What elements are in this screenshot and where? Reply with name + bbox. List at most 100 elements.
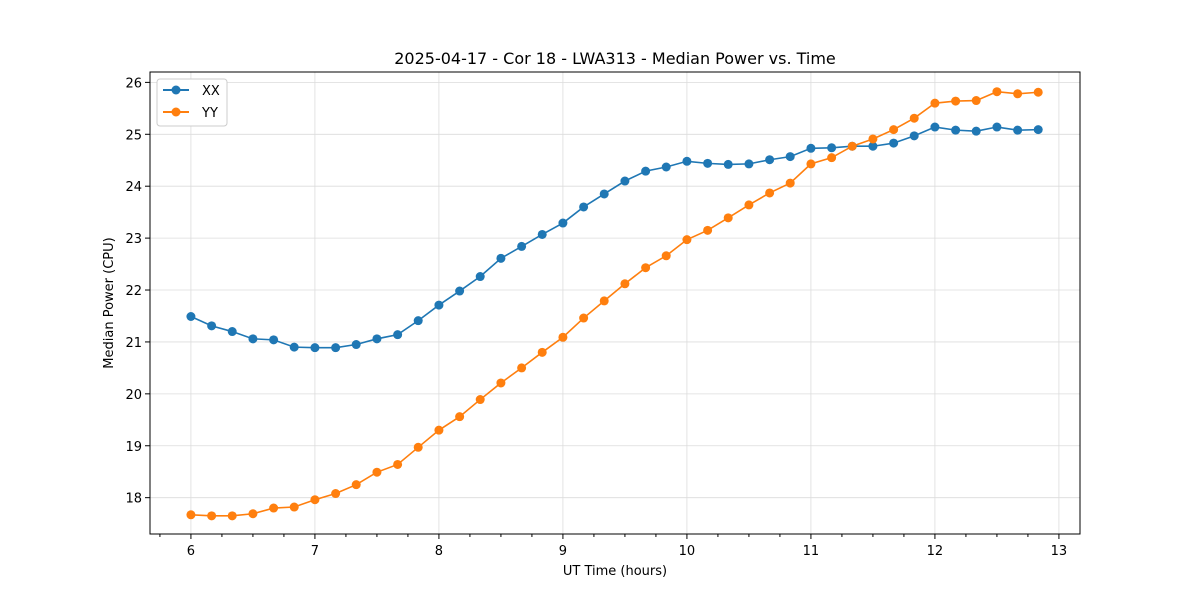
- y-tick-label: 20: [125, 388, 142, 403]
- x-tick-label: 10: [679, 544, 696, 559]
- legend-marker-xx: [171, 85, 181, 95]
- data-point-yy: [455, 412, 465, 422]
- data-point-xx: [455, 286, 465, 296]
- data-point-xx: [971, 126, 981, 136]
- data-point-yy: [1013, 89, 1023, 99]
- y-tick-label: 23: [125, 232, 142, 247]
- data-point-yy: [331, 489, 341, 499]
- y-tick-label: 26: [125, 76, 142, 91]
- y-tick-label: 22: [125, 284, 142, 299]
- chart-title: 2025-04-17 - Cor 18 - LWA313 - Median Po…: [394, 49, 836, 68]
- data-point-xx: [868, 141, 878, 151]
- data-point-yy: [827, 153, 837, 163]
- data-point-xx: [806, 143, 816, 153]
- data-point-yy: [207, 511, 217, 521]
- data-point-yy: [889, 125, 899, 135]
- data-point-xx: [269, 335, 279, 345]
- x-tick-label: 11: [803, 544, 820, 559]
- data-point-xx: [992, 122, 1002, 132]
- x-tick-label: 12: [927, 544, 944, 559]
- data-point-xx: [186, 311, 196, 321]
- data-point-xx: [1013, 125, 1023, 135]
- data-point-yy: [806, 159, 816, 169]
- x-tick-label: 13: [1051, 544, 1068, 559]
- data-point-yy: [971, 96, 981, 106]
- data-point-xx: [1033, 125, 1043, 135]
- data-point-xx: [351, 340, 361, 350]
- data-point-yy: [269, 503, 279, 513]
- data-point-yy: [847, 141, 857, 151]
- data-point-yy: [351, 480, 361, 490]
- data-point-yy: [227, 511, 237, 521]
- data-point-yy: [723, 213, 733, 223]
- data-point-yy: [682, 235, 692, 245]
- series-yy: [186, 87, 1043, 521]
- data-point-xx: [434, 300, 444, 310]
- data-point-yy: [951, 96, 961, 106]
- data-point-xx: [661, 162, 671, 172]
- data-point-xx: [889, 138, 899, 148]
- legend: XX YY: [156, 78, 228, 127]
- data-point-xx: [496, 253, 506, 263]
- data-point-xx: [289, 342, 299, 352]
- data-point-xx: [310, 343, 320, 353]
- y-tick-label: 19: [125, 440, 142, 455]
- data-point-yy: [930, 98, 940, 108]
- data-point-xx: [703, 158, 713, 168]
- y-tick-label: 21: [125, 336, 142, 351]
- legend-marker-yy: [171, 107, 181, 117]
- legend-label-yy: YY: [201, 106, 218, 121]
- data-point-yy: [992, 87, 1002, 97]
- data-point-yy: [289, 502, 299, 512]
- data-point-yy: [393, 459, 403, 469]
- data-point-yy: [248, 509, 258, 519]
- data-point-yy: [413, 442, 423, 452]
- x-tick-label: 7: [311, 544, 319, 559]
- series-xx: [186, 122, 1043, 353]
- data-point-yy: [641, 263, 651, 273]
- x-tick-label: 6: [187, 544, 195, 559]
- y-tick-label: 25: [125, 128, 142, 143]
- data-point-yy: [599, 296, 609, 306]
- data-point-xx: [930, 122, 940, 132]
- data-point-yy: [579, 313, 589, 323]
- tick-layer: 6 7 8 9 10 11 12 13 18 19 20 21 22 23 24 25 26: [125, 76, 1067, 559]
- series-line-yy: [190, 90, 1039, 517]
- data-point-yy: [310, 495, 320, 505]
- data-point-yy: [372, 467, 382, 477]
- data-point-xx: [372, 334, 382, 344]
- data-point-xx: [227, 327, 237, 337]
- data-point-xx: [909, 131, 919, 141]
- data-point-xx: [682, 156, 692, 166]
- data-point-xx: [207, 321, 217, 331]
- data-point-xx: [827, 143, 837, 153]
- data-point-xx: [765, 155, 775, 165]
- data-point-xx: [537, 229, 547, 239]
- data-point-yy: [496, 378, 506, 388]
- data-point-xx: [951, 125, 961, 135]
- y-tick-label: 18: [125, 492, 142, 507]
- x-tick-label: 9: [559, 544, 567, 559]
- data-point-xx: [248, 334, 258, 344]
- data-point-yy: [517, 363, 527, 373]
- data-point-xx: [475, 272, 485, 282]
- grid-layer: [150, 72, 1080, 534]
- data-point-xx: [599, 189, 609, 199]
- data-point-yy: [744, 200, 754, 210]
- data-point-yy: [558, 332, 568, 342]
- data-point-xx: [744, 159, 754, 169]
- data-point-yy: [434, 425, 444, 435]
- data-point-xx: [331, 343, 341, 353]
- legend-label-xx: XX: [202, 84, 220, 99]
- data-point-xx: [393, 330, 403, 340]
- data-point-yy: [1033, 87, 1043, 97]
- data-point-xx: [620, 176, 630, 186]
- data-point-xx: [413, 316, 423, 326]
- data-point-yy: [785, 178, 795, 188]
- plot-frame: [149, 71, 1081, 535]
- data-point-xx: [517, 241, 527, 251]
- y-axis-label: Median Power (CPU): [102, 237, 117, 368]
- series-layer: [186, 87, 1043, 521]
- data-point-xx: [641, 166, 651, 176]
